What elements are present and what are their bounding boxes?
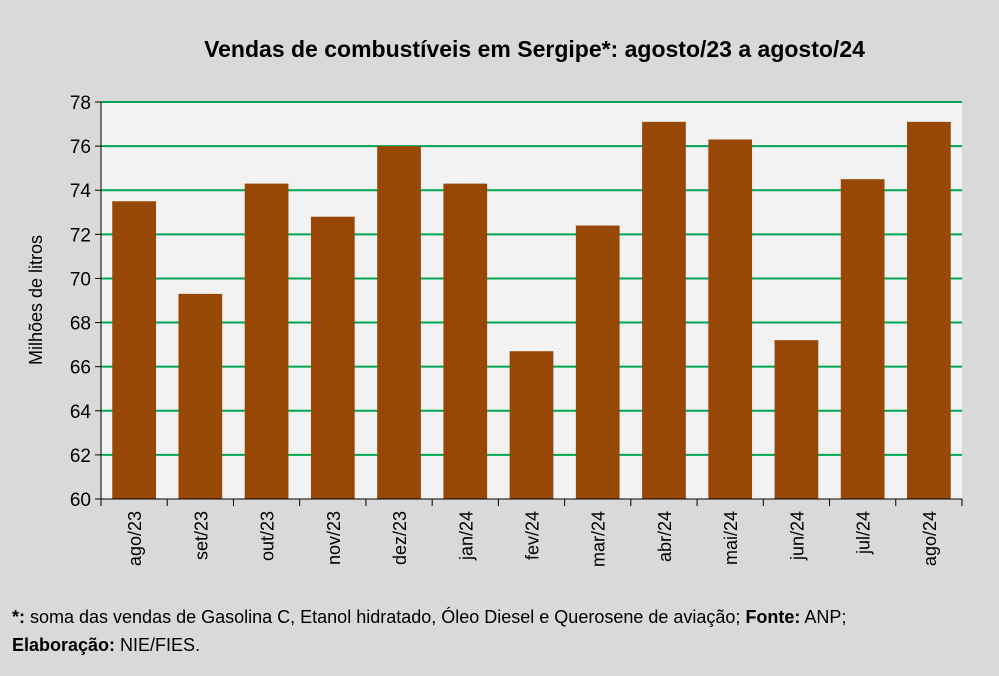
- x-tick-label: mar/24: [589, 511, 609, 567]
- bar-nov-23: [310, 216, 355, 499]
- bar-ago-23: [112, 201, 156, 499]
- y-tick-label: 68: [70, 314, 91, 335]
- bar-mar-24: [575, 225, 620, 499]
- footnote-line-2: Elaboração: NIE/FIES.: [12, 635, 200, 656]
- bar-ago-24: [907, 121, 951, 499]
- footnote-line-1: *: soma das vendas de Gasolina C, Etanol…: [12, 607, 846, 628]
- y-tick-label: 78: [70, 93, 91, 114]
- x-tick-label: jan/24: [456, 511, 476, 561]
- y-tick-label: 74: [70, 181, 92, 202]
- x-tick-label: ago/24: [920, 511, 940, 566]
- bars: [112, 121, 951, 499]
- y-tick-label: 60: [70, 490, 91, 511]
- bar-abr-24: [642, 121, 686, 499]
- bar-out-23: [244, 183, 289, 499]
- y-tick-label: 72: [70, 225, 91, 246]
- x-tick-label: out/23: [258, 511, 278, 561]
- bar-dez-23: [377, 146, 421, 499]
- x-tick-label: dez/23: [390, 511, 410, 565]
- chart-title: Vendas de combustíveis em Sergipe*: agos…: [204, 36, 865, 62]
- y-tick-label: 76: [70, 137, 91, 158]
- bar-fev-24: [509, 351, 554, 499]
- x-tick-label: ago/23: [125, 511, 145, 566]
- credit-label: Elaboração:: [12, 635, 116, 655]
- source-value: ANP;: [800, 607, 847, 627]
- footnote-marker: *:: [12, 607, 25, 627]
- bar-set-23: [178, 293, 223, 499]
- y-tick-label: 70: [70, 269, 91, 290]
- bar-jul-24: [840, 179, 885, 499]
- bar-jan-24: [443, 183, 488, 499]
- footnote-text: soma das vendas de Gasolina C, Etanol hi…: [25, 607, 746, 627]
- x-tick-label: abr/24: [655, 511, 675, 562]
- x-tick-label: jun/24: [787, 511, 807, 561]
- bar-jun-24: [774, 340, 819, 499]
- credit-value: NIE/FIES.: [115, 635, 201, 655]
- x-tick-label: fev/24: [523, 511, 543, 560]
- x-tick-label: set/23: [191, 511, 211, 560]
- y-tick-label: 62: [70, 446, 91, 467]
- x-tick-labels: ago/23 set/23 out/23 nov/23 dez/23 jan/24 fev/…: [100, 499, 963, 567]
- x-tick-label: jul/24: [854, 511, 874, 555]
- y-tick-label: 66: [70, 358, 91, 379]
- bar-chart: 60 62 64 66 68 70 72 74 76 78 ago/23 set/23 out/23 n…: [26, 93, 963, 567]
- x-tick-label: nov/23: [324, 511, 344, 565]
- y-axis-label: Milhões de litros: [26, 235, 46, 365]
- y-tick-label: 64: [70, 402, 92, 423]
- source-label: Fonte:: [745, 607, 801, 627]
- y-tick-labels: 60 62 64 66 68 70 72 74 76 78: [70, 93, 101, 511]
- x-tick-label: mai/24: [721, 511, 741, 565]
- bar-mai-24: [708, 139, 753, 499]
